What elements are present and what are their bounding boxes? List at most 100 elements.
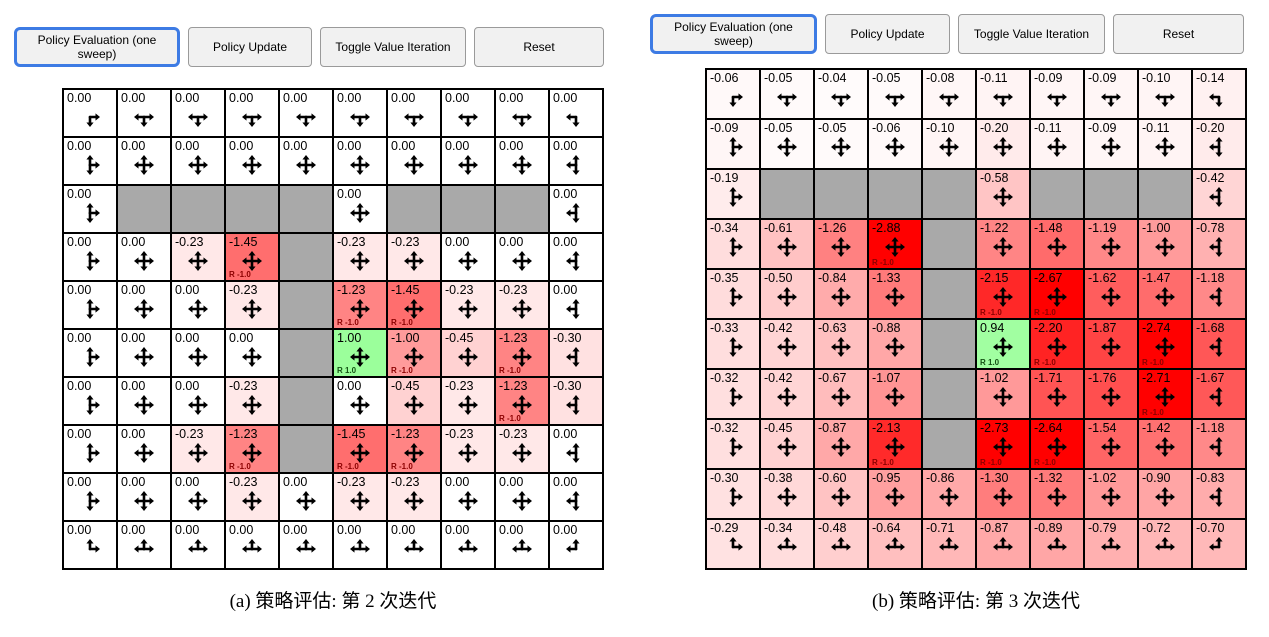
toggle-value-iteration-button-b[interactable]: Toggle Value Iteration xyxy=(958,14,1105,54)
state-value: -0.95 xyxy=(872,471,901,485)
reset-button-a[interactable]: Reset xyxy=(474,27,604,67)
reward-label: R -1.0 xyxy=(337,462,359,471)
policy-arrows-icon xyxy=(550,299,602,319)
grid-cell: -0.38 xyxy=(760,469,814,519)
policy-arrows-icon xyxy=(226,299,278,319)
policy-arrows-icon xyxy=(550,539,602,559)
policy-arrows-icon xyxy=(64,443,116,463)
state-value: -0.30 xyxy=(553,379,582,393)
state-value: -0.23 xyxy=(229,379,258,393)
policy-arrows-icon xyxy=(1031,487,1083,507)
grid-cell: -1.02 xyxy=(1084,469,1138,519)
policy-arrows-icon xyxy=(869,437,921,457)
policy-arrows-icon xyxy=(977,337,1029,357)
grid-cell: -0.42 xyxy=(1192,169,1246,219)
grid-cell: -0.23 xyxy=(171,425,225,473)
policy-arrows-icon xyxy=(1031,337,1083,357)
state-value: -0.11 xyxy=(980,71,1008,85)
policy-arrows-icon xyxy=(496,107,548,127)
state-value: -0.06 xyxy=(872,121,901,135)
state-value: 0.00 xyxy=(121,379,146,393)
grid-cell: -0.05 xyxy=(814,119,868,169)
policy-arrows-icon xyxy=(64,155,116,175)
grid-cell: -1.23 R -1.0 xyxy=(333,281,387,329)
policy-arrows-icon xyxy=(707,87,759,107)
policy-arrows-icon xyxy=(761,237,813,257)
policy-arrows-icon xyxy=(1031,87,1083,107)
state-value: -0.38 xyxy=(764,471,793,485)
grid-cell: -1.47 xyxy=(1138,269,1192,319)
policy-arrows-icon xyxy=(977,287,1029,307)
toggle-value-iteration-button-a[interactable]: Toggle Value Iteration xyxy=(320,27,466,67)
state-value: 0.00 xyxy=(445,475,470,489)
policy-arrows-icon xyxy=(388,395,440,415)
grid-cell: -0.29 xyxy=(706,519,760,569)
grid-cell: -1.00 xyxy=(1138,219,1192,269)
policy-arrows-icon xyxy=(869,287,921,307)
policy-arrows-icon xyxy=(118,539,170,559)
reward-label: R -1.0 xyxy=(1034,358,1056,367)
state-value: 0.00 xyxy=(121,475,146,489)
policy-arrows-icon xyxy=(550,251,602,271)
grid-cell: -0.11 xyxy=(976,69,1030,119)
state-value: -1.19 xyxy=(1088,221,1117,235)
policy-arrows-icon xyxy=(118,395,170,415)
policy-arrows-icon xyxy=(388,251,440,271)
reset-button-b[interactable]: Reset xyxy=(1113,14,1244,54)
policy-arrows-icon xyxy=(1085,437,1137,457)
policy-arrows-icon xyxy=(923,137,975,157)
policy-evaluation-button-b[interactable]: Policy Evaluation (one sweep) xyxy=(650,14,817,54)
policy-update-button-b[interactable]: Policy Update xyxy=(825,14,950,54)
policy-arrows-icon xyxy=(388,107,440,127)
policy-arrows-icon xyxy=(550,107,602,127)
policy-arrows-icon xyxy=(172,347,224,367)
grid-cell: -1.67 xyxy=(1192,369,1246,419)
reward-label: R -1.0 xyxy=(499,366,521,375)
policy-arrows-icon xyxy=(64,347,116,367)
policy-arrows-icon xyxy=(496,251,548,271)
policy-arrows-icon xyxy=(388,155,440,175)
policy-arrows-icon xyxy=(64,491,116,511)
policy-arrows-icon xyxy=(118,107,170,127)
wall-cell xyxy=(387,185,441,233)
policy-arrows-icon xyxy=(815,137,867,157)
grid-cell: -0.23 xyxy=(225,281,279,329)
grid-cell: 0.00 xyxy=(387,89,441,137)
state-value: -1.23 xyxy=(499,379,528,393)
policy-arrows-icon xyxy=(1139,437,1191,457)
grid-cell: 0.00 xyxy=(63,89,117,137)
policy-arrows-icon xyxy=(496,395,548,415)
policy-arrows-icon xyxy=(1085,87,1137,107)
state-value: -2.20 xyxy=(1034,321,1063,335)
policy-arrows-icon xyxy=(815,437,867,457)
reward-label: R 1.0 xyxy=(980,358,1000,367)
reward-label: R -1.0 xyxy=(1034,458,1056,467)
figure-caption-b: (b) 策略评估: 第 3 次迭代 xyxy=(872,591,1080,612)
policy-arrows-icon xyxy=(334,299,386,319)
policy-arrows-icon xyxy=(977,537,1029,557)
grid-cell: -0.45 xyxy=(387,377,441,425)
policy-update-button-a[interactable]: Policy Update xyxy=(188,27,312,67)
state-value: -0.58 xyxy=(980,171,1009,185)
grid-cell: -0.45 xyxy=(760,419,814,469)
state-value: -0.87 xyxy=(818,421,847,435)
grid-cell: -0.23 xyxy=(225,377,279,425)
state-value: 0.00 xyxy=(229,91,254,105)
policy-arrows-icon xyxy=(496,443,548,463)
wall-cell xyxy=(814,169,868,219)
gridworld-a: 0.00 0.00 0.00 0.00 0.00 0.00 0.00 0.00 0.00 0.00… xyxy=(62,88,604,570)
grid-cell: 0.00 xyxy=(117,281,171,329)
policy-evaluation-button-a[interactable]: Policy Evaluation (one sweep) xyxy=(14,27,180,67)
policy-arrows-icon xyxy=(1085,237,1137,257)
state-value: -1.76 xyxy=(1088,371,1117,385)
state-value: -1.00 xyxy=(391,331,420,345)
wall-cell xyxy=(1138,169,1192,219)
policy-arrows-icon xyxy=(496,491,548,511)
state-value: -2.74 xyxy=(1142,321,1171,335)
policy-arrows-icon xyxy=(442,395,494,415)
grid-cell: 0.00 xyxy=(171,377,225,425)
grid-cell: -0.84 xyxy=(814,269,868,319)
policy-arrows-icon xyxy=(334,203,386,223)
state-value: -2.88 xyxy=(872,221,901,235)
policy-arrows-icon xyxy=(64,299,116,319)
